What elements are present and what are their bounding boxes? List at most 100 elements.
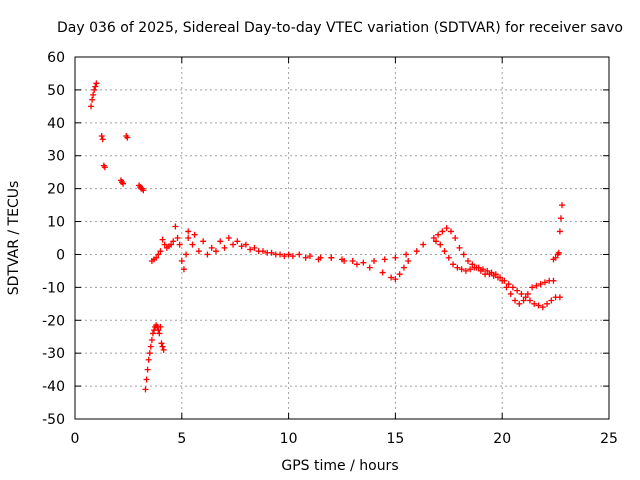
data-point xyxy=(178,258,185,265)
data-point xyxy=(349,258,356,265)
data-point xyxy=(285,251,292,258)
data-point xyxy=(533,282,540,289)
data-point xyxy=(452,235,459,241)
data-point xyxy=(272,251,279,258)
data-point xyxy=(439,228,446,235)
y-tick-label: 0 xyxy=(56,247,65,263)
data-point xyxy=(526,297,533,304)
data-point xyxy=(520,297,527,304)
series-track-b xyxy=(189,241,412,283)
data-point xyxy=(99,136,106,143)
series-end xyxy=(550,202,566,263)
y-tick-label: -30 xyxy=(42,346,65,362)
data-point xyxy=(392,276,399,283)
data-point xyxy=(462,267,469,274)
data-point xyxy=(120,180,127,187)
x-tick-label: 0 xyxy=(71,431,80,447)
y-tick-label: 20 xyxy=(47,182,65,198)
data-point xyxy=(443,225,450,232)
data-point xyxy=(366,264,373,271)
y-tick-label: 60 xyxy=(47,50,65,66)
y-tick-label: 50 xyxy=(47,83,65,99)
data-point xyxy=(281,253,288,260)
data-point xyxy=(512,297,519,304)
data-point xyxy=(430,235,437,241)
data-point xyxy=(124,134,131,141)
data-point xyxy=(101,164,108,171)
data-point xyxy=(159,236,166,243)
data-point xyxy=(544,300,551,307)
data-point xyxy=(524,290,531,297)
data-point xyxy=(306,253,313,260)
data-point xyxy=(296,251,303,258)
data-point xyxy=(458,266,465,273)
data-point xyxy=(437,241,444,248)
data-point xyxy=(176,241,183,248)
series-dip xyxy=(142,322,167,393)
data-point xyxy=(255,248,262,255)
data-point xyxy=(518,290,525,297)
data-point xyxy=(91,86,98,93)
data-point xyxy=(405,258,412,265)
data-point xyxy=(469,261,476,268)
data-point xyxy=(503,284,510,291)
data-point xyxy=(149,330,156,337)
data-point xyxy=(379,269,386,276)
series-early-mid xyxy=(98,132,131,187)
x-tick-label: 15 xyxy=(386,431,404,447)
data-point xyxy=(550,277,557,284)
data-point xyxy=(174,235,181,241)
data-point xyxy=(234,238,241,245)
data-point xyxy=(341,258,348,265)
data-point xyxy=(153,254,160,261)
series-recover xyxy=(148,223,192,273)
data-point xyxy=(505,281,512,288)
x-tick-label: 10 xyxy=(280,431,298,447)
data-point xyxy=(161,241,168,248)
data-point xyxy=(183,251,190,258)
data-point xyxy=(170,238,177,245)
data-point xyxy=(400,264,407,271)
data-point xyxy=(552,254,559,261)
data-point xyxy=(168,241,175,248)
y-tick-label: -10 xyxy=(42,280,65,296)
data-point xyxy=(289,253,296,260)
y-tick-label: -50 xyxy=(42,412,65,428)
data-point xyxy=(145,356,152,363)
data-point xyxy=(535,302,542,309)
data-point xyxy=(522,294,529,301)
data-point xyxy=(465,258,472,265)
data-point xyxy=(420,241,427,248)
series-early-rise xyxy=(88,80,100,110)
y-tick-label: 10 xyxy=(47,215,65,231)
data-point xyxy=(403,251,410,258)
data-point xyxy=(212,248,219,255)
data-point xyxy=(488,269,495,276)
x-tick-label: 20 xyxy=(493,431,511,447)
data-point xyxy=(441,248,448,255)
data-point xyxy=(230,241,237,248)
data-point xyxy=(435,231,442,238)
data-point xyxy=(98,132,105,139)
data-point xyxy=(142,386,149,393)
data-point xyxy=(392,254,399,261)
data-point xyxy=(225,235,232,241)
data-point xyxy=(497,274,504,281)
data-point xyxy=(548,297,555,304)
data-point xyxy=(315,256,322,263)
data-point xyxy=(539,304,546,311)
x-tick-label: 5 xyxy=(177,431,186,447)
x-tick-labels: 0 5 10 15 20 25 xyxy=(71,431,618,447)
data-point xyxy=(159,343,166,350)
x-tick-label: 25 xyxy=(600,431,618,447)
data-point xyxy=(251,244,258,251)
data-point xyxy=(200,238,207,245)
data-point xyxy=(204,251,211,258)
data-point xyxy=(328,254,335,261)
data-point xyxy=(509,284,516,291)
data-point xyxy=(353,261,360,268)
y-tick-label: -20 xyxy=(42,313,65,329)
data-point xyxy=(396,271,403,278)
data-point xyxy=(160,346,167,353)
y-tick-labels: 60 50 40 30 20 10 0 -10 -20 -30 -40 -50 xyxy=(42,50,65,428)
